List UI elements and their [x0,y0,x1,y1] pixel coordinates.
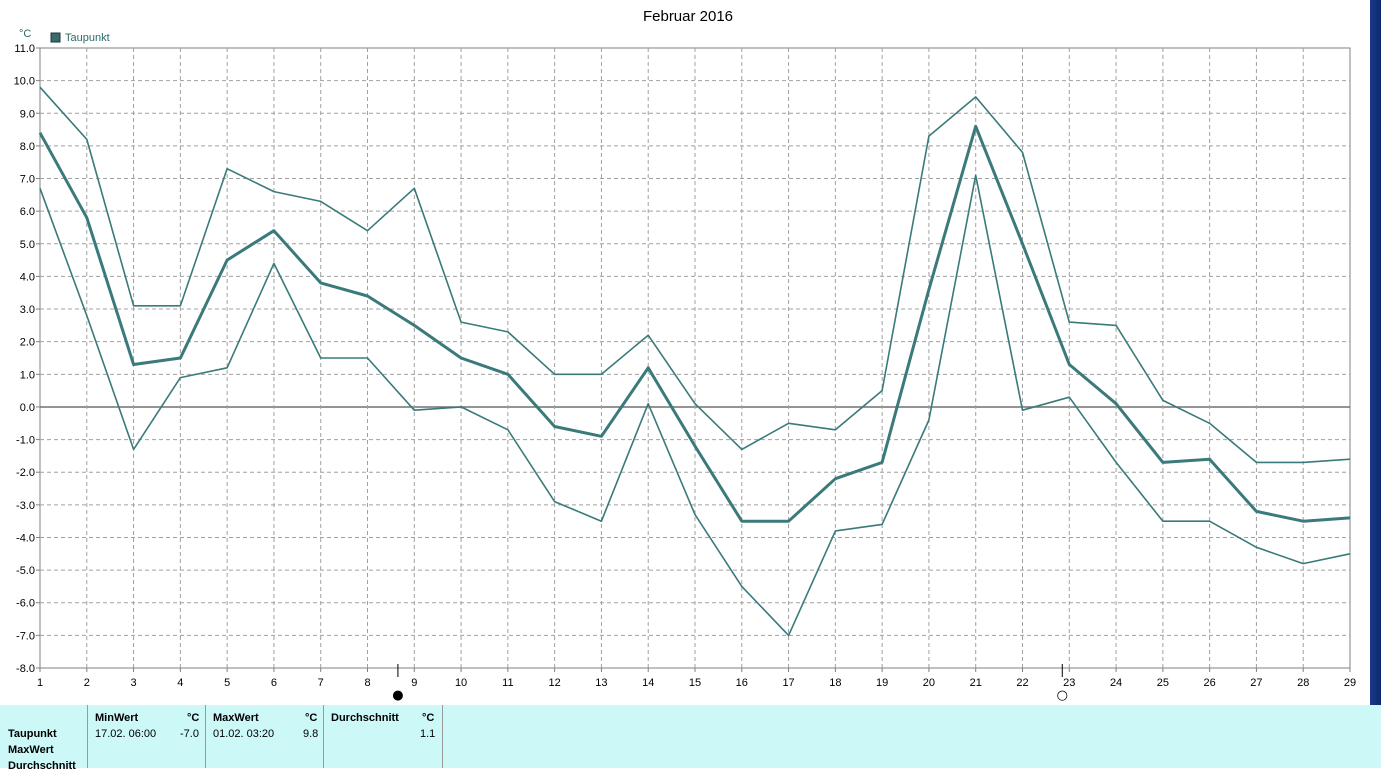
min-value: -7.0 [180,728,199,740]
x-axis: 1 2 3 4 5 6 7 8 9 10 11 12 13 14 15 16 17 18 19 20 21 22 23 24 2… [37,668,1356,689]
stats-panel: Taupunkt MaxWert Durchschnitt MinWert °C… [0,705,1381,772]
x-tick-label: 1 [37,677,43,689]
x-tick-label: 25 [1157,677,1169,689]
x-tick-label: 8 [364,677,370,689]
row-label-taupunkt: Taupunkt [8,728,57,740]
y-axis: 11.0 10.0 9.0 8.0 7.0 6.0 5.0 4.0 3.0 2.0 1.0 0.0 -1… [14,43,40,675]
x-tick-label: 17 [782,677,794,689]
min-date: 17.02. 06:00 [95,728,157,740]
x-tick-label: 14 [642,677,654,689]
avg-unit: °C [422,712,435,724]
window-edge [1370,0,1381,705]
y-tick-label: -1.0 [16,435,35,447]
y-tick-label: 0.0 [20,402,35,414]
x-tick-label: 18 [829,677,841,689]
y-tick-label: -4.0 [16,532,35,544]
x-tick-label: 2 [84,677,90,689]
y-tick-label: 8.0 [20,141,35,153]
avg-column: Durchschnitt °C 1.1 [323,705,443,768]
y-tick-label: -8.0 [16,663,35,675]
max-header: MaxWert [213,712,259,724]
x-tick-label: 3 [131,677,137,689]
y-tick-label: 2.0 [20,337,35,349]
x-tick-label: 9 [411,677,417,689]
y-tick-label: 4.0 [20,271,35,283]
max-value: 9.8 [303,728,319,740]
y-axis-unit: °C [19,28,31,40]
series-line-min [39,174,1351,637]
x-tick-label: 4 [177,677,183,689]
max-column: MaxWert °C 01.02. 03:20 9.8 [205,705,324,768]
y-tick-label: 5.0 [20,239,35,251]
x-tick-label: 11 [502,677,513,689]
x-tick-label: 24 [1110,677,1122,689]
y-tick-label: -5.0 [16,565,35,577]
new-moon-icon: ● [392,688,403,703]
series-line-avg [38,124,1351,523]
y-tick-label: 6.0 [20,206,35,218]
legend-swatch [50,32,61,43]
y-tick-label: 1.0 [20,369,35,381]
x-tick-label: 16 [736,677,748,689]
max-unit: °C [305,712,318,724]
min-unit: °C [187,712,200,724]
x-tick-label: 26 [1204,677,1216,689]
row-label-durchschnitt: Durchschnitt [8,760,76,772]
y-tick-label: 11.0 [14,43,35,55]
avg-value: 1.1 [420,728,436,740]
x-tick-label: 22 [1016,677,1028,689]
y-tick-label: 10.0 [14,76,35,88]
x-tick-label: 10 [455,677,467,689]
x-tick-label: 5 [224,677,230,689]
x-tick-label: 20 [923,677,935,689]
x-tick-label: 19 [876,677,888,689]
legend-label: Taupunkt [65,32,110,44]
y-tick-label: -2.0 [16,467,35,479]
min-column: MinWert °C 17.02. 06:00 -7.0 [87,705,206,768]
x-tick-label: 23 [1063,677,1075,689]
y-tick-label: 7.0 [20,174,35,186]
chart: Februar 2016 °C Taupunkt 11.010.09.08.07… [14,8,1357,703]
x-tick-label: 12 [549,677,561,689]
y-tick-label: 3.0 [20,304,35,316]
avg-header: Durchschnitt [331,712,399,724]
y-tick-label: -3.0 [16,500,35,512]
x-tick-label: 6 [271,677,277,689]
x-tick-label: 7 [318,677,324,689]
row-label-maxwert: MaxWert [8,744,54,756]
x-tick-label: 27 [1250,677,1262,689]
chart-title: Februar 2016 [643,8,733,25]
x-tick-label: 15 [689,677,701,689]
series-line-max [39,86,1351,464]
x-tick-label: 13 [595,677,607,689]
y-tick-label: -6.0 [16,598,35,610]
x-tick-label: 28 [1297,677,1309,689]
max-date: 01.02. 03:20 [213,728,275,740]
y-tick-label: -7.0 [16,630,35,642]
min-header: MinWert [95,712,139,724]
series-lines [38,86,1351,637]
x-tick-label: 29 [1344,677,1356,689]
y-tick-label: 9.0 [20,108,35,120]
moon-markers: ● ○ [392,664,1068,703]
full-moon-icon: ○ [1057,688,1068,703]
x-tick-label: 21 [970,677,982,689]
